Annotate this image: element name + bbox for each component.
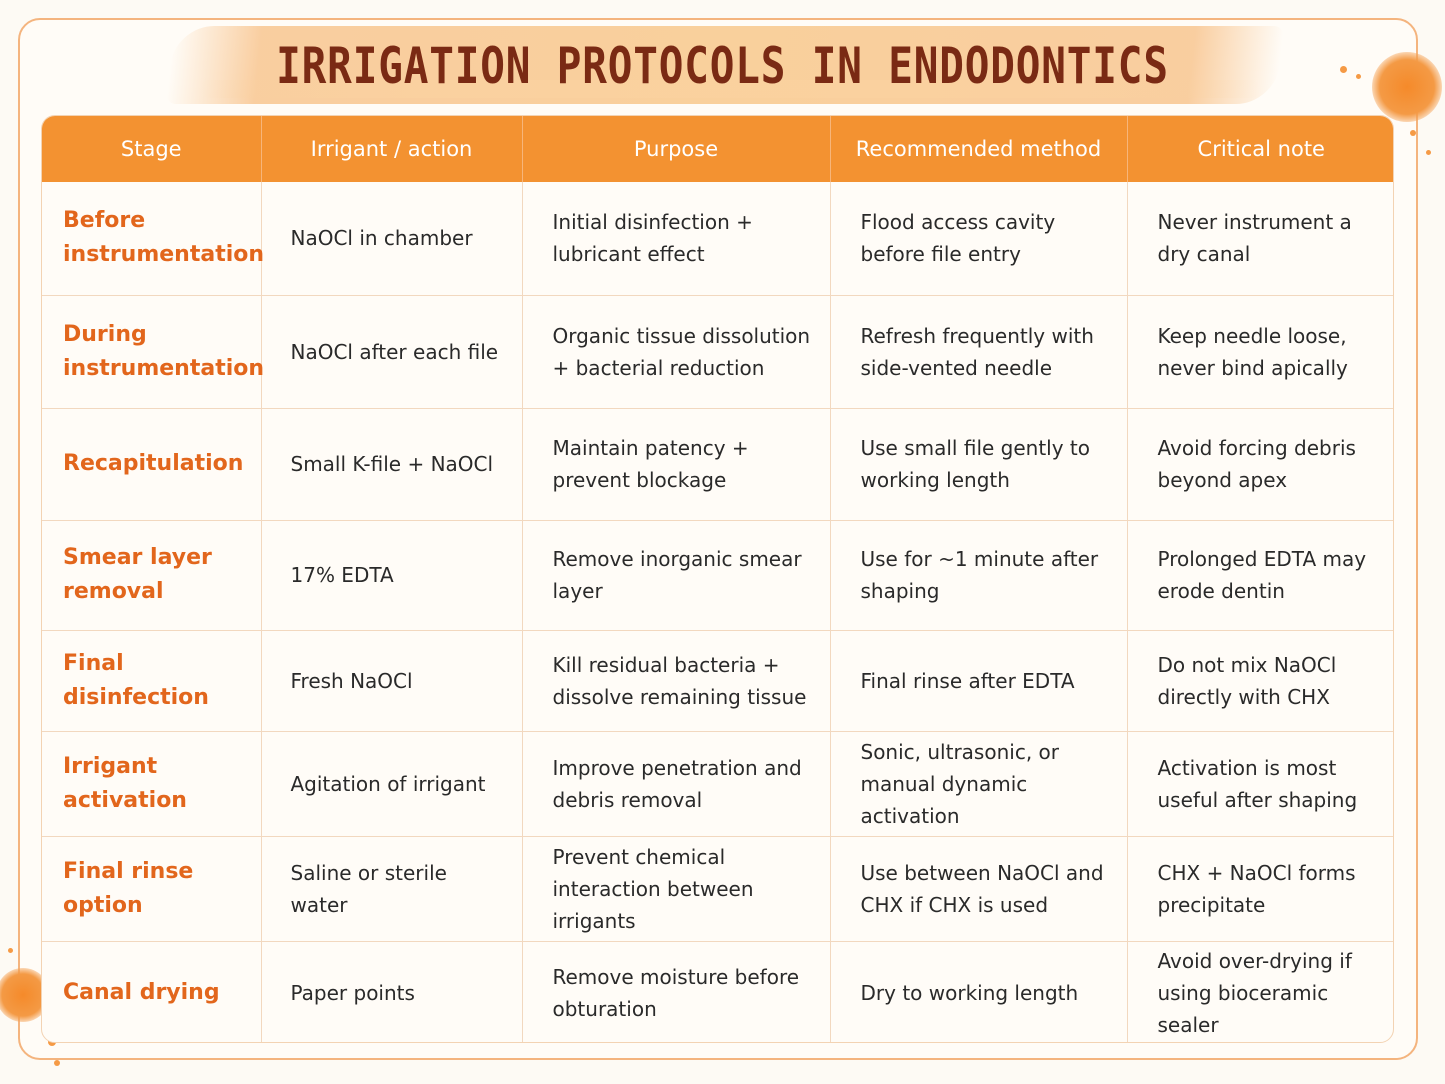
paint-dot xyxy=(1340,66,1347,73)
header-method: Recommended method xyxy=(830,116,1128,182)
note-cell: Avoid over-drying if using bioceramic se… xyxy=(1157,949,1352,1038)
paint-dot xyxy=(1426,150,1431,155)
purpose-cell: Initial disinfection + lubricant effect xyxy=(522,182,831,296)
table-row: Smear layer removal 17% EDTA Remove inor… xyxy=(42,520,1393,631)
method-cell: Flood access cavity before file entry xyxy=(830,182,1128,296)
paint-dot xyxy=(1410,130,1416,136)
purpose-cell: Maintain patency + prevent blockage xyxy=(522,408,831,521)
paint-splash-top-right xyxy=(1372,52,1442,122)
method-cell: Use small file gently to working length xyxy=(830,408,1128,521)
table-header-row: Stage Irrigant / action Purpose Recommen… xyxy=(42,116,1393,182)
stage-cell: Irrigant activation xyxy=(42,731,262,837)
purpose-cell: Improve penetration and debris removal xyxy=(522,731,831,837)
note-cell: Prolonged EDTA may erode dentin xyxy=(1127,520,1393,631)
table-row: Recapitulation Small K-file + NaOCl Main… xyxy=(42,408,1393,521)
method-cell: Final rinse after EDTA xyxy=(830,630,1128,732)
irrigant-cell: NaOCl in chamber xyxy=(261,182,523,296)
note-cell: CHX + NaOCl forms precipitate xyxy=(1127,836,1393,942)
stage-cell: Canal drying xyxy=(42,941,262,1042)
stage-cell: Final rinse option xyxy=(42,836,262,942)
stage-cell: Before instrumentation xyxy=(42,182,264,296)
stage-cell: Recapitulation xyxy=(42,408,262,521)
page-title: IRRIGATION PROTOCOLS IN ENDODONTICS xyxy=(276,37,1169,95)
paint-dot xyxy=(8,948,13,953)
paint-dot xyxy=(1356,74,1361,79)
header-irrigant: Irrigant / action xyxy=(261,116,523,182)
irrigant-cell: 17% EDTA xyxy=(261,520,523,631)
note-cell: Avoid forcing debris beyond apex xyxy=(1127,408,1393,521)
header-purpose: Purpose xyxy=(522,116,831,182)
table-row: Final disinfection Fresh NaOCl Kill resi… xyxy=(42,630,1393,732)
irrigant-cell: Saline or sterile water xyxy=(261,836,523,942)
method-cell: Refresh frequently with side-vented need… xyxy=(830,295,1128,409)
note-cell: Activation is most useful after shaping xyxy=(1127,731,1393,837)
header-note: Critical note xyxy=(1127,116,1393,182)
irrigant-cell: Fresh NaOCl xyxy=(261,630,523,732)
protocol-table: Stage Irrigant / action Purpose Recommen… xyxy=(41,115,1394,1043)
irrigant-cell: Small K-file + NaOCl xyxy=(261,408,523,521)
method-cell: Dry to working length xyxy=(830,941,1128,1042)
table-row: During instrumentation NaOCl after each … xyxy=(42,295,1393,409)
purpose-cell: Organic tissue dissolution + bacterial r… xyxy=(522,295,831,409)
irrigant-cell: Paper points xyxy=(261,941,523,1042)
purpose-cell: Prevent chemical interaction between irr… xyxy=(522,836,831,942)
table-row: Canal drying Paper points Remove moistur… xyxy=(42,941,1393,1042)
irrigant-cell: NaOCl after each file xyxy=(261,295,523,409)
note-cell: Do not mix NaOCl directly with CHX xyxy=(1127,630,1393,732)
purpose-cell: Remove inorganic smear layer xyxy=(522,520,831,631)
table-row: Before instrumentation NaOCl in chamber … xyxy=(42,182,1393,296)
stage-cell: Final disinfection xyxy=(42,630,262,732)
paint-dot xyxy=(54,1060,60,1066)
protocol-table-grid: Stage Irrigant / action Purpose Recommen… xyxy=(42,116,1393,1042)
method-cell: Use between NaOCl and CHX if CHX is used xyxy=(830,836,1128,942)
purpose-cell: Kill residual bacteria + dissolve remain… xyxy=(522,630,831,732)
note-cell: Keep needle loose, never bind apically xyxy=(1127,295,1393,409)
method-cell: Use for ~1 minute after shaping xyxy=(830,520,1128,631)
irrigant-cell: Agitation of irrigant xyxy=(261,731,523,837)
table-row: Irrigant activation Agitation of irrigan… xyxy=(42,731,1393,837)
stage-cell: During instrumentation xyxy=(42,295,264,409)
note-cell: Never instrument a dry canal xyxy=(1127,182,1393,296)
method-cell: Sonic, ultrasonic, or manual dynamic act… xyxy=(830,731,1128,837)
stage-cell: Smear layer removal xyxy=(42,520,262,631)
purpose-cell: Remove moisture before obturation xyxy=(522,941,831,1042)
title-brush-stroke-lower xyxy=(200,80,1260,98)
header-stage: Stage xyxy=(42,116,262,182)
table-row: Final rinse option Saline or sterile wat… xyxy=(42,836,1393,942)
